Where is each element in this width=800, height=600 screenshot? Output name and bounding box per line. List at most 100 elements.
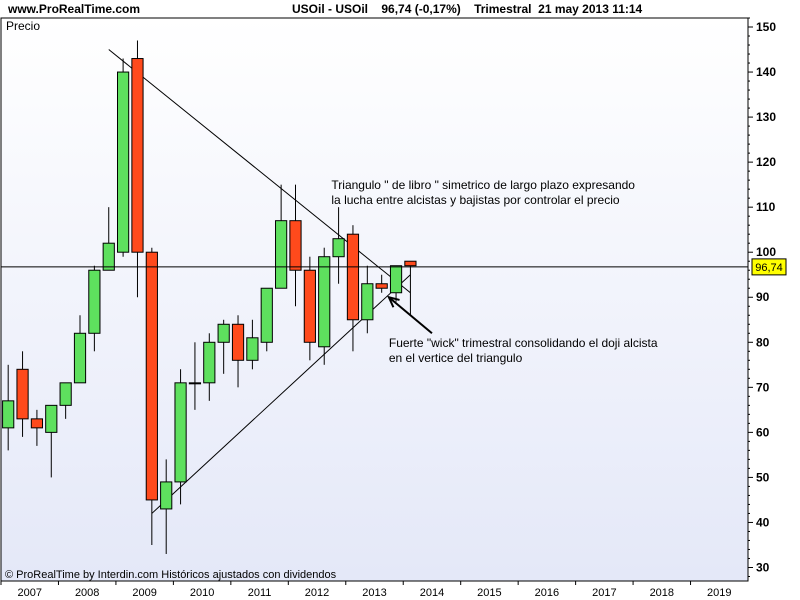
candle-2011-10[interactable] [275, 184, 288, 289]
arrow-shaft [388, 296, 433, 335]
candle-2011-07[interactable] [260, 287, 273, 352]
candle-2009-01[interactable] [117, 58, 130, 257]
site-title[interactable]: www.ProRealTime.com [8, 2, 141, 16]
y-tick-label: 40 [756, 515, 770, 529]
candle-body [260, 287, 273, 343]
candle-body [188, 382, 202, 385]
annotation-arrow [387, 295, 433, 335]
candle-2007-01[interactable] [2, 364, 15, 451]
y-tick-label: 80 [756, 335, 770, 349]
candle-2009-10[interactable] [160, 459, 173, 554]
candle-body [389, 265, 403, 294]
candle-body [30, 418, 44, 429]
candle-2012-04[interactable] [303, 256, 316, 361]
candle-2007-10[interactable] [45, 404, 58, 478]
candle-2010-01[interactable] [174, 369, 187, 505]
candle-body [117, 71, 130, 253]
candle-2010-04[interactable] [188, 342, 202, 410]
candle-body [361, 283, 374, 321]
instrument-header: USOil - USOil 96,74 (-0,17%) Trimestral … [292, 2, 642, 16]
candle-2008-07[interactable] [88, 265, 101, 352]
candle-body [145, 251, 158, 501]
candle-2011-04[interactable] [246, 319, 259, 370]
candle-2013-10[interactable] [389, 265, 403, 302]
candle-2008-04[interactable] [73, 315, 87, 384]
current-price-label: 96,74 [755, 262, 783, 274]
candle-2014-01[interactable] [404, 260, 417, 316]
x-tick-label: 2008 [75, 587, 99, 599]
candle-2012-10[interactable] [332, 207, 345, 284]
symbol-label: USOil - USOil [292, 2, 369, 16]
x-tick-label: 2015 [477, 587, 501, 599]
chart-header: www.ProRealTime.com USOil - USOil 96,74 … [0, 0, 800, 18]
candle-2007-07[interactable] [30, 409, 44, 446]
candle-2013-04[interactable] [361, 265, 374, 334]
candle-2007-04[interactable] [16, 351, 29, 437]
y-tick-label: 90 [756, 290, 770, 304]
candle-body [131, 58, 144, 253]
last-price-label: 96,74 [381, 2, 412, 16]
candle-2013-07[interactable] [375, 274, 388, 293]
arrow-head [387, 295, 400, 308]
candle-2012-07[interactable] [318, 247, 331, 365]
candle-body [174, 382, 187, 483]
y-tick-label: 150 [756, 20, 776, 34]
x-tick-label: 2009 [132, 587, 156, 599]
candle-2011-01[interactable] [231, 315, 245, 388]
wick-note-line: en el vertice del triangulo [389, 351, 523, 365]
candle-2009-07[interactable] [145, 247, 158, 545]
x-tick-label: 2019 [707, 587, 731, 599]
candle-body [160, 481, 173, 510]
x-tick-label: 2016 [535, 587, 559, 599]
candle-body [45, 404, 58, 433]
candle-body [275, 220, 288, 289]
candle-2008-01[interactable] [59, 382, 72, 419]
candle-body [102, 242, 115, 271]
datetime-label: 21 may 2013 11:14 [538, 2, 643, 16]
wick-note-line: Fuerte "wick" trimestral consolidando el… [389, 336, 658, 350]
triangle-note: Triangulo " de libro " simetrico de larg… [331, 178, 635, 207]
plot-area[interactable] [0, 17, 749, 582]
panel-label: Precio [6, 19, 40, 33]
y-tick-label: 30 [756, 560, 770, 574]
y-tick-label: 50 [756, 470, 770, 484]
y-tick-label: 100 [756, 245, 776, 259]
candle-body [375, 283, 388, 289]
candle-body [231, 323, 245, 361]
candle-body [88, 269, 101, 334]
footer-credit: © ProRealTime by Interdin.com Históricos… [5, 569, 337, 581]
y-tick-label: 140 [756, 65, 776, 79]
x-tick-label: 2007 [17, 587, 41, 599]
y-tick-label: 110 [756, 200, 776, 214]
candle-body [332, 238, 345, 258]
y-tick-label: 60 [756, 425, 770, 439]
candle-2008-10[interactable] [102, 207, 115, 271]
candle-body [346, 233, 360, 321]
y-tick-label: 120 [756, 155, 776, 169]
candle-body [303, 269, 316, 343]
candle-2009-04[interactable] [131, 40, 144, 298]
candle-2012-01[interactable] [289, 184, 302, 307]
candle-body [203, 341, 216, 384]
candle-2010-10[interactable] [217, 319, 230, 374]
candle-body [246, 337, 259, 361]
triangle-note-line: la lucha entre alcistas y bajistas por c… [331, 193, 619, 207]
x-tick-label: 2014 [420, 587, 444, 599]
change-label: (-0,17%) [414, 2, 461, 16]
candle-2013-01[interactable] [346, 225, 360, 352]
candle-body [217, 323, 230, 343]
candle-body [73, 332, 87, 384]
x-tick-label: 2018 [650, 587, 674, 599]
y-tick-label: 130 [756, 110, 776, 124]
candle-body [16, 368, 29, 420]
current-price-tag [751, 258, 787, 276]
candle-body [404, 260, 417, 267]
x-tick-label: 2013 [362, 587, 386, 599]
candle-body [59, 382, 72, 406]
trendline-upper [108, 49, 411, 294]
triangle-note-line: Triangulo " de libro " simetrico de larg… [331, 178, 635, 192]
period-label: Trimestral [474, 2, 532, 16]
candle-2010-07[interactable] [203, 333, 216, 401]
candle-body [318, 256, 331, 348]
